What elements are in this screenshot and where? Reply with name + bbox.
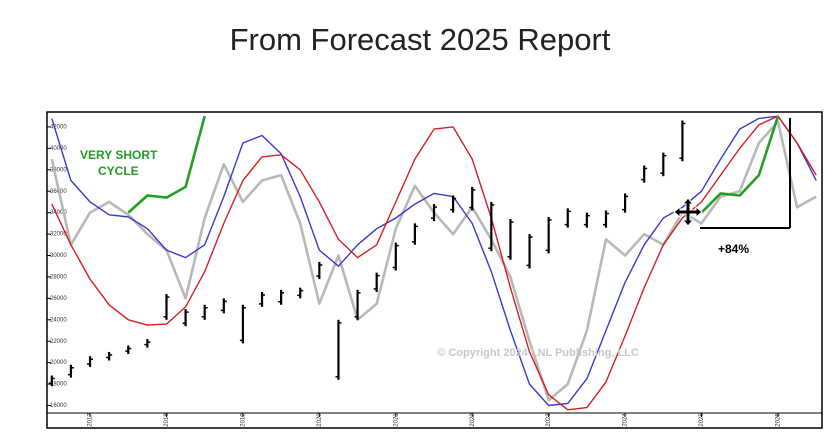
y-tick-label: 30000 [50, 253, 67, 259]
cycle-line [700, 115, 780, 214]
annotation: +84% [718, 242, 749, 256]
annotation: CYCLE [98, 164, 139, 178]
x-tick-label: 2020 [317, 413, 323, 427]
y-tick-label: 40000 [50, 146, 67, 152]
x-tick-label: 2018 [164, 413, 170, 427]
x-tick-label: 2024 [623, 413, 629, 427]
chart-frame [46, 111, 823, 429]
cycle-line [127, 115, 206, 214]
y-tick-label: 18000 [50, 382, 67, 388]
x-tick-label: 2022 [470, 413, 476, 427]
y-tick-label: 24000 [50, 317, 67, 323]
y-tick-label: 38000 [50, 167, 67, 173]
y-tick-label: 20000 [50, 360, 67, 366]
x-tick-label: 2025 [699, 413, 705, 427]
y-tick-label: 16000 [50, 403, 67, 409]
y-tick-label: 28000 [50, 275, 67, 281]
y-tick-label: 26000 [50, 296, 67, 302]
plot-area: 16000 18000 20000 22000 24000 26000 28000 30000… [47, 115, 817, 427]
x-tick-label: 2021 [393, 413, 399, 427]
annotation: VERY SHORT [80, 148, 158, 162]
y-tick-label: 34000 [50, 210, 67, 216]
x-tick-label: 2019 [240, 413, 246, 427]
x-tick-label: 2017 [88, 413, 94, 427]
chart-title: From Forecast 2025 Report [230, 22, 611, 57]
watermark: © Copyright 2024 LNL Publishing, LLC [437, 347, 639, 359]
y-tick-label: 42000 [50, 125, 67, 131]
x-tick-label: 2023 [546, 413, 552, 427]
move-cursor [673, 197, 703, 227]
x-tick-label: 2026 [776, 413, 782, 427]
y-tick-label: 32000 [50, 232, 67, 238]
y-tick-label: 22000 [50, 339, 67, 345]
